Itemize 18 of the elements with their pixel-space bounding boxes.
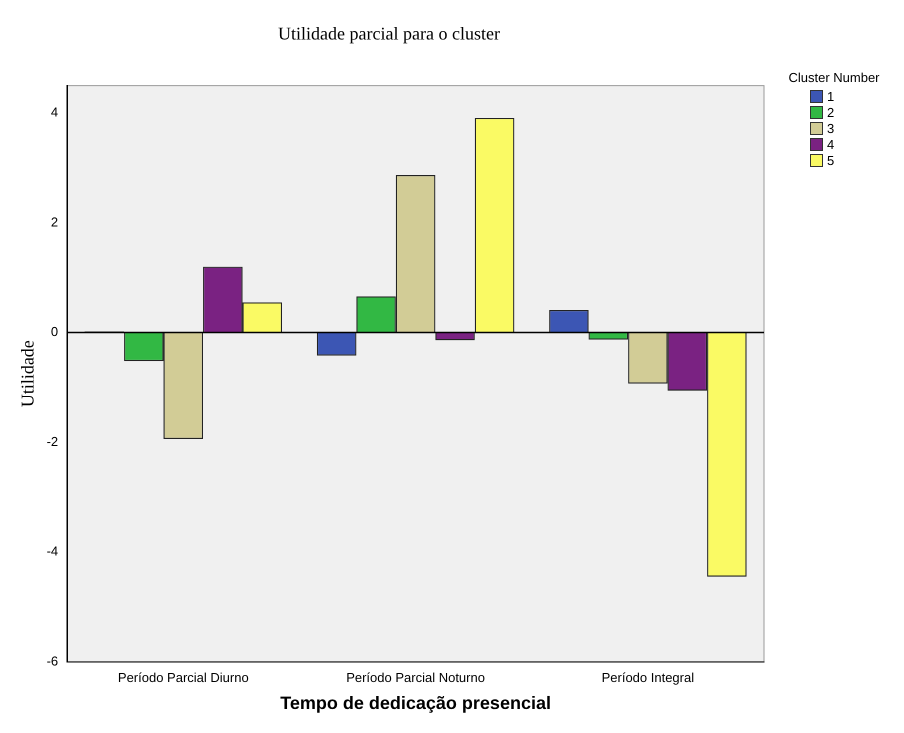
y-tick-label: -4 xyxy=(46,544,58,559)
x-axis-title: Tempo de dedicação presencial xyxy=(280,693,551,714)
y-tick-label: -6 xyxy=(46,653,58,668)
y-tick-label: 4 xyxy=(50,104,58,120)
y-tick-label: -2 xyxy=(46,434,58,449)
legend-label: 2 xyxy=(827,105,834,120)
chart-title: Utilidade parcial para o cluster xyxy=(278,24,500,44)
legend-label: 1 xyxy=(827,89,834,104)
legend-title: Cluster Number xyxy=(787,70,881,85)
legend-label: 3 xyxy=(827,121,834,136)
y-axis-title: Utilidade xyxy=(18,340,38,408)
x-tick-label: Período Parcial Noturno xyxy=(346,670,485,686)
legend-label: 5 xyxy=(827,153,834,168)
y-tick-label: 2 xyxy=(50,214,58,230)
y-tick-label: 0 xyxy=(50,324,58,340)
x-tick-label: Período Parcial Diurno xyxy=(118,670,249,686)
x-tick-label: Período Integral xyxy=(602,670,694,686)
legend-label: 4 xyxy=(827,137,834,152)
